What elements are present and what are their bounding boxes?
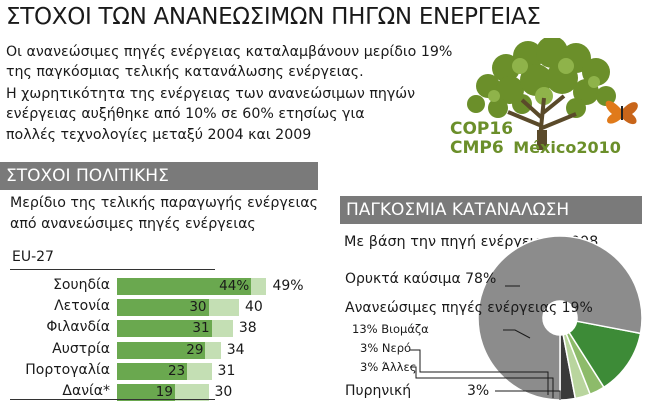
current-bar — [117, 278, 252, 295]
leader-line — [503, 329, 531, 339]
group-label: EU-27 — [12, 249, 54, 265]
logo-city: México2010 — [513, 138, 621, 157]
label-nuclear-value: 3% — [467, 383, 490, 399]
label-renewable: Ανανεώσιμες πηγές ενέργειας 19% — [345, 300, 593, 316]
current-bar — [117, 362, 188, 380]
label-water: 3% Νερό — [360, 341, 412, 355]
current-bar — [117, 299, 209, 317]
current-value-label: 31 — [192, 320, 210, 337]
current-value-label: 44% — [219, 278, 250, 294]
current-bar — [117, 384, 175, 401]
category-label: Φιλανδία — [46, 319, 110, 336]
policy-heading: ΣΤΟΧΟΙ ΠΟΛΙΤΙΚΗΣ — [0, 162, 318, 190]
current-value-label: 29 — [186, 341, 204, 358]
category-label: Αυστρία — [52, 340, 110, 357]
label-biomass: 13% Βιομάζα — [352, 322, 429, 336]
label-nuclear: Πυρηνική — [345, 383, 412, 399]
target-value-label: 38 — [238, 320, 257, 337]
target-value-label: 40 — [245, 299, 263, 316]
leader-line — [410, 349, 549, 395]
label-fossil: Ορυκτά καύσιμα 78% — [345, 271, 497, 287]
current-bar — [117, 341, 206, 359]
page-title: ΣΤΟΧΟΙ ΤΩΝ ΑΝΑΝΕΩΣΙΜΩΝ ΠΗΓΩΝ ΕΝΕΡΓΕΙΑΣ — [6, 4, 541, 30]
category-label: Σουηδία — [53, 277, 110, 293]
tree-icon — [467, 36, 638, 150]
target-value-label: 30 — [214, 384, 233, 400]
logo-line2: CMP6 — [450, 138, 504, 158]
policy-subtitle: Μερίδιο της τελικής παραγωγής ενέργειας — [10, 195, 318, 211]
policy-subtitle: από ανανεώσιμες πηγές ενέργειας — [10, 216, 256, 232]
logo-text: COP16 CMP6 México2010 — [450, 120, 621, 158]
current-bar — [117, 320, 212, 338]
category-label: Πορτογαλία — [25, 361, 110, 378]
target-value-label: 49% — [272, 278, 304, 294]
consumption-heading: ΠΑΓΚΟΣΜΙΑ ΚΑΤΑΝΑΛΩΣΗ — [340, 196, 642, 224]
intro-line: ενέργειας αυξήθηκε από 10% σε 60% ετησίω… — [6, 106, 365, 122]
intro-line: της παγκόσμιας τελικής κατανάλωσης ενέργ… — [6, 64, 364, 80]
pie-slice — [477, 235, 643, 401]
divider — [10, 399, 215, 400]
label-other: 3% Άλλες — [360, 360, 417, 374]
target-value-label: 31 — [217, 362, 236, 379]
logo-line1: COP16 — [450, 119, 514, 139]
current-value-label: 30 — [189, 299, 207, 316]
leader-line — [495, 390, 561, 400]
intro-line: Η χωρητικότητα της ενέργειας των ανανεώσ… — [6, 86, 416, 102]
cop16-logo — [436, 36, 648, 168]
leader-line — [410, 366, 554, 398]
intro-line: Οι ανανεώσιμες πηγές ενέργειας καταλαμβά… — [6, 44, 453, 60]
category-label: Δανία* — [62, 383, 110, 399]
target-value-label: 34 — [226, 341, 245, 358]
category-label: Λετονία — [54, 298, 110, 315]
current-value-label: 23 — [167, 362, 186, 379]
divider — [10, 269, 215, 270]
intro-line: πολλές τεχνολογίες μεταξύ 2004 και 2009 — [6, 127, 312, 143]
current-value-label: 19 — [155, 384, 173, 400]
